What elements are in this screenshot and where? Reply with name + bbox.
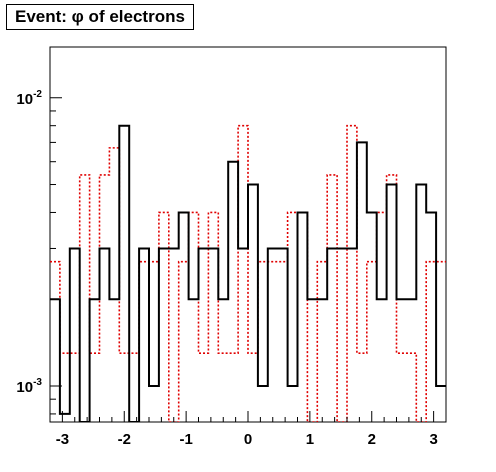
series-0-bin — [347, 248, 357, 422]
series-line-1 — [50, 124, 446, 422]
series-0-bin — [208, 248, 218, 422]
series-0-bin — [189, 299, 199, 422]
series-0-bin — [248, 185, 258, 422]
series-0-bin — [258, 386, 268, 422]
series-1-bin — [60, 353, 70, 422]
series-0-bin — [268, 248, 278, 422]
series-0-bin — [416, 185, 426, 422]
series-0-bin — [149, 386, 159, 422]
series-layer — [50, 124, 446, 422]
series-0-bin — [337, 248, 347, 422]
series-0-bin — [60, 414, 70, 422]
x-tick-label: -3 — [56, 431, 69, 448]
series-0-bin — [317, 299, 327, 422]
chart-title: Event: φ of electrons — [6, 4, 194, 30]
series-0-bin — [426, 212, 436, 422]
series-0-bin — [238, 248, 248, 422]
x-tick-label: -1 — [179, 431, 192, 448]
svg-text:3: 3 — [429, 431, 437, 448]
series-0-bin — [139, 248, 149, 422]
series-0-bin — [199, 248, 209, 422]
series-0 — [50, 124, 446, 422]
svg-text:-1: -1 — [179, 431, 192, 448]
x-tick-label: 0 — [244, 431, 252, 448]
y-tick-label: 10-2 — [16, 89, 42, 108]
series-0-bin — [367, 212, 377, 422]
series-0-bin — [50, 299, 60, 422]
series-1 — [50, 124, 446, 422]
series-0-bin — [436, 386, 446, 422]
x-tick-label: 2 — [368, 431, 376, 448]
svg-text:10-3: 10-3 — [16, 377, 42, 396]
series-0-bin — [278, 248, 288, 422]
series-0-bin — [119, 126, 129, 422]
series-0-bin — [387, 185, 397, 422]
svg-text:-3: -3 — [56, 431, 69, 448]
series-line-0 — [50, 124, 446, 422]
series-1-bin — [129, 353, 139, 422]
svg-text:-2: -2 — [118, 431, 131, 448]
x-tick-label: 1 — [306, 431, 314, 448]
series-0-bin — [357, 142, 367, 422]
series-0-bin — [90, 299, 100, 422]
series-0-bin — [288, 386, 298, 422]
series-0-bin — [327, 248, 337, 422]
series-0-bin — [307, 299, 317, 422]
series-0-bin — [397, 299, 407, 422]
x-tick-label: -2 — [118, 431, 131, 448]
axis-layer: -3 -2 -1 0 1 2 3 10-3 10-2 — [16, 89, 447, 448]
series-0-bin — [298, 212, 308, 422]
series-0-bin — [377, 299, 387, 422]
y-tick-label: 10-3 — [16, 377, 42, 396]
series-0-bin — [406, 299, 416, 422]
svg-text:2: 2 — [368, 431, 376, 448]
series-0-bin — [100, 248, 110, 422]
series-0-bin — [169, 248, 179, 422]
series-0-bin — [109, 299, 119, 422]
svg-text:0: 0 — [244, 431, 252, 448]
svg-text:1: 1 — [306, 431, 314, 448]
series-0-bin — [228, 162, 238, 422]
series-1-bin — [80, 175, 90, 422]
series-0-bin — [70, 248, 80, 422]
svg-text:10-2: 10-2 — [16, 89, 42, 108]
series-0-bin — [179, 212, 189, 422]
x-tick-label: 3 — [429, 431, 437, 448]
series-0-bin — [159, 248, 169, 422]
series-0-bin — [218, 299, 228, 422]
